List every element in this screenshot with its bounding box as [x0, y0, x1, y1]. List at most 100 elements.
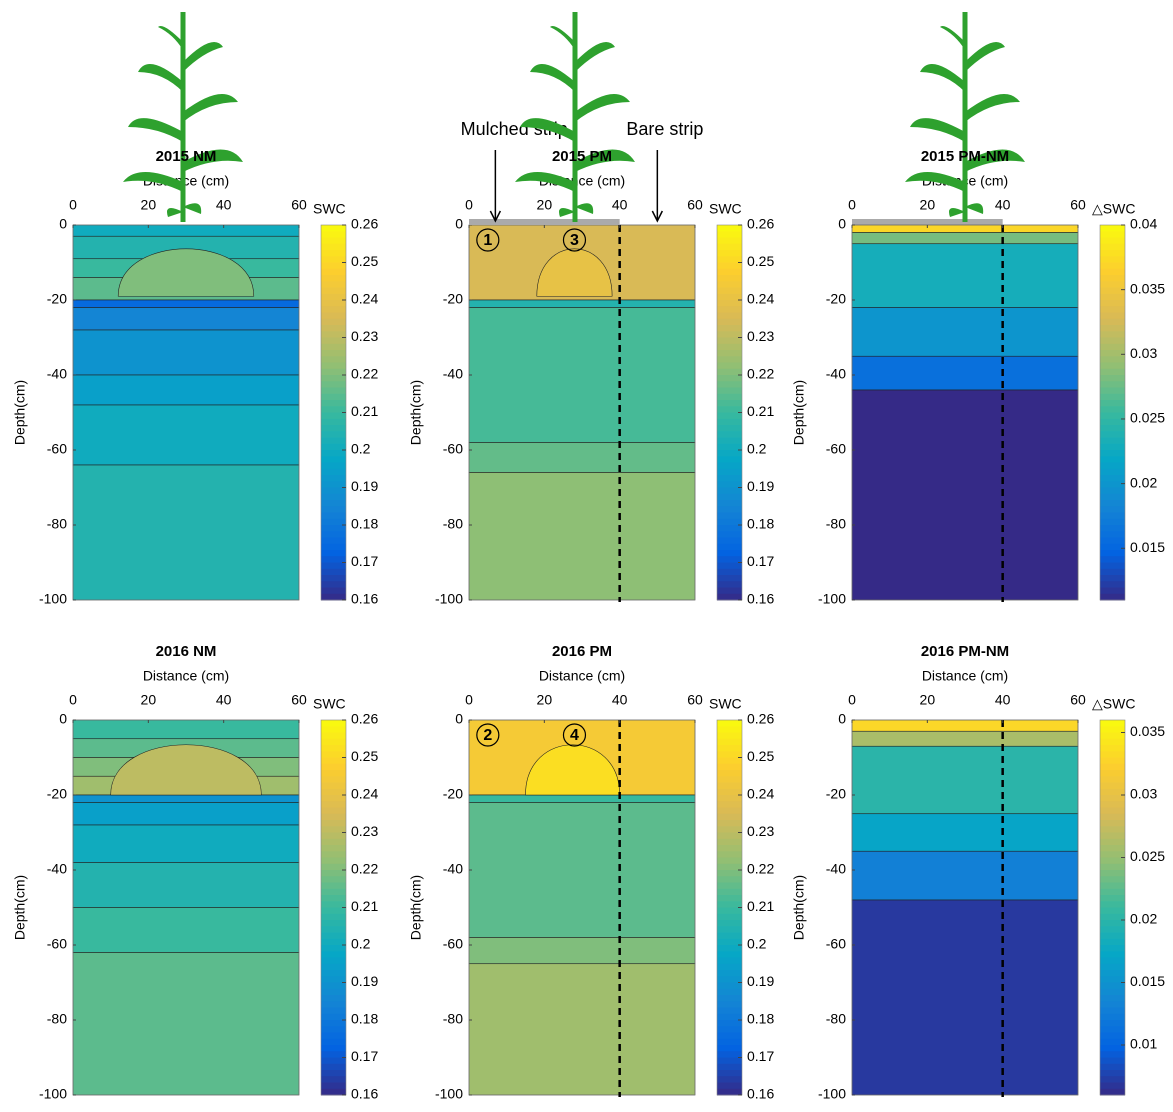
colorbar-cell: [321, 745, 346, 752]
colorbar-cell: [717, 895, 742, 902]
colorbar-cell: [321, 864, 346, 871]
colorbar-cell: [717, 406, 742, 413]
colorbar-cell: [321, 726, 346, 733]
contour-band: [852, 225, 1078, 233]
colorbar-cell: [1100, 263, 1125, 270]
colorbar-cell: [321, 801, 346, 808]
colorbar-cell: [717, 581, 742, 588]
colorbar-cell: [321, 381, 346, 388]
colorbar-cell: [1100, 883, 1125, 890]
colorbar-cell: [321, 901, 346, 908]
y-tick-label: 0: [838, 711, 846, 727]
colorbar-tick-label: 0.03: [1130, 345, 1157, 361]
y-tick-label: -80: [47, 1011, 67, 1027]
colorbar-cell: [321, 939, 346, 946]
figure: Distance (cm)0204060-100-80-60-40-200Dep…: [0, 0, 1173, 1107]
colorbar-cell: [717, 1070, 742, 1077]
colorbar-tick-label: 0.19: [747, 478, 774, 494]
contour-band: [73, 405, 299, 465]
colorbar-cell: [321, 733, 346, 740]
colorbar-cell: [321, 739, 346, 746]
colorbar-cell: [1100, 300, 1125, 307]
contour-band: [469, 473, 695, 601]
colorbar-cell: [321, 438, 346, 445]
colorbar-cell: [1100, 256, 1125, 263]
colorbar-cell: [717, 801, 742, 808]
colorbar-cell: [321, 538, 346, 545]
colorbar-cell: [1100, 989, 1125, 996]
colorbar-cell: [321, 556, 346, 563]
contour-band: [73, 863, 299, 908]
y-tick-label: -40: [47, 366, 67, 382]
colorbar-cell: [321, 338, 346, 345]
colorbar-cell: [321, 488, 346, 495]
colorbar-cell: [717, 1051, 742, 1058]
colorbar-cell: [717, 425, 742, 432]
colorbar-cell: [321, 1039, 346, 1046]
colorbar-tick-label: 0.26: [351, 711, 378, 727]
colorbar-tick-label: 0.22: [351, 366, 378, 382]
colorbar-cell: [321, 294, 346, 301]
colorbar-cell: [321, 895, 346, 902]
marker-label: 2: [483, 727, 492, 744]
colorbar-cell: [717, 350, 742, 357]
colorbar-cell: [717, 400, 742, 407]
colorbar-tick-label: 0.015: [1130, 973, 1165, 989]
colorbar-cell: [321, 225, 346, 232]
colorbar-cell: [1100, 563, 1125, 570]
colorbar-cell: [717, 475, 742, 482]
colorbar-cell: [321, 770, 346, 777]
colorbar-cell: [717, 563, 742, 570]
colorbar-cell: [717, 381, 742, 388]
x-tick-label: 20: [141, 692, 157, 708]
colorbar-cell: [1100, 783, 1125, 790]
colorbar-cell: [717, 1020, 742, 1027]
colorbar-cell: [1100, 381, 1125, 388]
colorbar-cell: [321, 995, 346, 1002]
colorbar-cell: [1100, 569, 1125, 576]
x-tick-label: 20: [537, 197, 553, 213]
x-tick-label: 40: [995, 692, 1011, 708]
colorbar-cell: [1100, 858, 1125, 865]
colorbar-tick-label: 0.26: [351, 216, 378, 232]
contour-band: [852, 244, 1078, 308]
x-tick-label: 0: [69, 692, 77, 708]
colorbar-cell: [321, 481, 346, 488]
colorbar-cell: [321, 531, 346, 538]
colorbar-cell: [717, 976, 742, 983]
colorbar-cell: [717, 889, 742, 896]
colorbar-tick-label: 0.035: [1130, 280, 1165, 296]
colorbar-tick-label: 0.2: [351, 936, 371, 952]
colorbar-cell: [321, 356, 346, 363]
colorbar-cell: [717, 444, 742, 451]
panel-title: 2016 NM: [156, 643, 217, 660]
colorbar-cell: [1100, 776, 1125, 783]
colorbar-tick-label: 0.02: [1130, 911, 1157, 927]
colorbar-cell: [717, 995, 742, 1002]
colorbar-tick-label: 0.23: [747, 823, 774, 839]
colorbar-cell: [321, 519, 346, 526]
colorbar-cell: [717, 1045, 742, 1052]
x-tick-label: 40: [216, 197, 232, 213]
contour-band: [469, 300, 695, 308]
colorbar-cell: [321, 588, 346, 595]
colorbar-cell: [321, 945, 346, 952]
colorbar-cell: [321, 263, 346, 270]
colorbar-cell: [321, 789, 346, 796]
colorbar-cell: [321, 231, 346, 238]
colorbar-cell: [1100, 550, 1125, 557]
colorbar-cell: [1100, 588, 1125, 595]
colorbar-cell: [717, 820, 742, 827]
panel-title: 2015 PM: [552, 148, 612, 165]
colorbar-cell: [717, 926, 742, 933]
colorbar-cell: [321, 983, 346, 990]
colorbar-cell: [717, 244, 742, 251]
y-tick-label: -20: [47, 786, 67, 802]
colorbar-cell: [717, 525, 742, 532]
colorbar-cell: [321, 751, 346, 758]
colorbar-cell: [1100, 431, 1125, 438]
colorbar-cell: [321, 500, 346, 507]
colorbar-cell: [321, 1051, 346, 1058]
colorbar-cell: [321, 313, 346, 320]
colorbar-cell: [1100, 958, 1125, 965]
